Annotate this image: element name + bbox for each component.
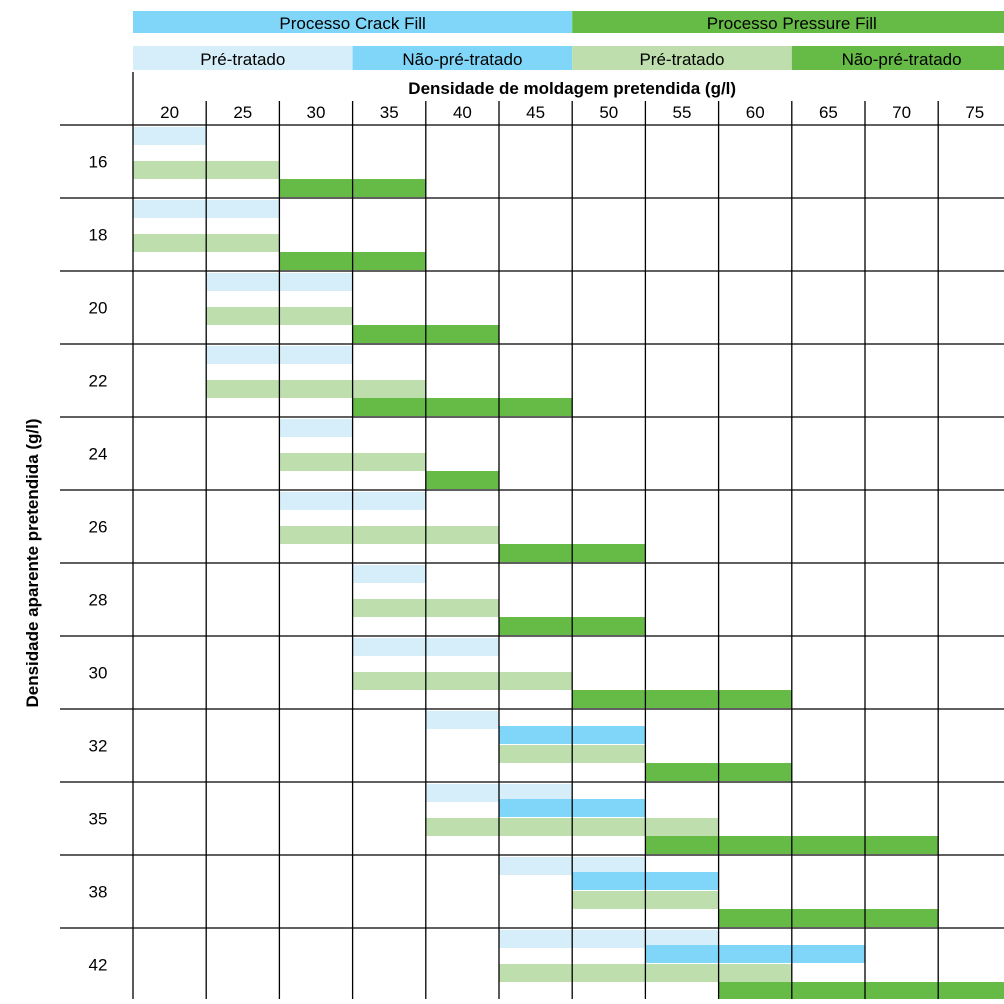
- process-label: Processo Pressure Fill: [707, 14, 877, 33]
- x-axis-title: Densidade de moldagem pretendida (g/l): [408, 79, 736, 98]
- band-pressure-pre-22-25-35: [206, 380, 426, 398]
- y-tick-label: 20: [89, 299, 108, 318]
- y-tick-label: 35: [89, 810, 108, 829]
- process-label: Processo Crack Fill: [279, 14, 425, 33]
- y-tick-label: 24: [89, 445, 108, 464]
- y-tick-label: 32: [89, 737, 108, 756]
- band-pressure-nonpre-22-35-45: [352, 398, 573, 416]
- subgroup-bar: [133, 46, 353, 70]
- y-tick-label: 16: [89, 153, 108, 172]
- band-pressure-nonpre-38-60-70: [718, 909, 939, 927]
- subgroup-bar: [352, 46, 573, 70]
- band-crack-pre-32-40-40: [425, 711, 499, 729]
- process-header: Processo Crack Fill Processo Pressure Fil…: [133, 11, 1004, 70]
- y-tick-label: 38: [89, 883, 108, 902]
- subgroup-bar: [572, 46, 792, 70]
- x-tick-label: 45: [526, 103, 545, 122]
- subgroup-label: Não-pré-tratado: [402, 50, 522, 69]
- band-pressure-pre-26-30-40: [279, 526, 499, 544]
- x-tick-label: 75: [965, 103, 984, 122]
- band-pressure-nonpre-42-60-75: [718, 982, 1004, 1000]
- x-tick-label: 40: [453, 103, 472, 122]
- band-crack-pre-28-35-35: [352, 565, 426, 583]
- y-tick-label: 22: [89, 372, 108, 391]
- process-bar-processo-crack-fill: [133, 11, 573, 33]
- band-pressure-pre-30-35-45: [352, 672, 573, 690]
- y-tick-label: 30: [89, 664, 108, 683]
- band-crack-pre-42-45-55: [499, 930, 719, 948]
- band-crack-nonpre-42-55-65: [645, 945, 865, 963]
- process-bar-processo-pressure-fill: [572, 11, 1004, 33]
- x-tick-label: 60: [746, 103, 765, 122]
- y-tick-label: 28: [89, 591, 108, 610]
- x-tick-label: 20: [160, 103, 179, 122]
- band-pressure-nonpre-30-50-60: [572, 690, 792, 708]
- y-tick-label: 18: [89, 226, 108, 245]
- subgroup-label: Não-pré-tratado: [842, 50, 962, 69]
- band-crack-pre-24-30-30: [279, 419, 353, 437]
- band-pressure-nonpre-24-40-40: [425, 471, 499, 489]
- y-tick-label: 26: [89, 518, 108, 537]
- subgroup-bar: [791, 46, 1004, 70]
- label-layer: Densidade de moldagem pretendida (g/l) 20…: [23, 79, 984, 975]
- x-tick-label: 35: [380, 103, 399, 122]
- x-tick-label: 65: [819, 103, 838, 122]
- band-crack-pre-16-20-20: [133, 127, 207, 145]
- grid-layer: [60, 72, 1004, 1001]
- x-tick-label: 50: [599, 103, 618, 122]
- x-tick-label: 30: [307, 103, 326, 122]
- subgroup-label: Pré-tratado: [200, 50, 285, 69]
- x-tick-label: 55: [673, 103, 692, 122]
- y-tick-label: 42: [89, 956, 108, 975]
- x-tick-label: 70: [892, 103, 911, 122]
- subgroup-label: Pré-tratado: [639, 50, 724, 69]
- y-axis-title: Densidade aparente pretendida (g/l): [23, 418, 42, 707]
- x-tick-label: 25: [233, 103, 252, 122]
